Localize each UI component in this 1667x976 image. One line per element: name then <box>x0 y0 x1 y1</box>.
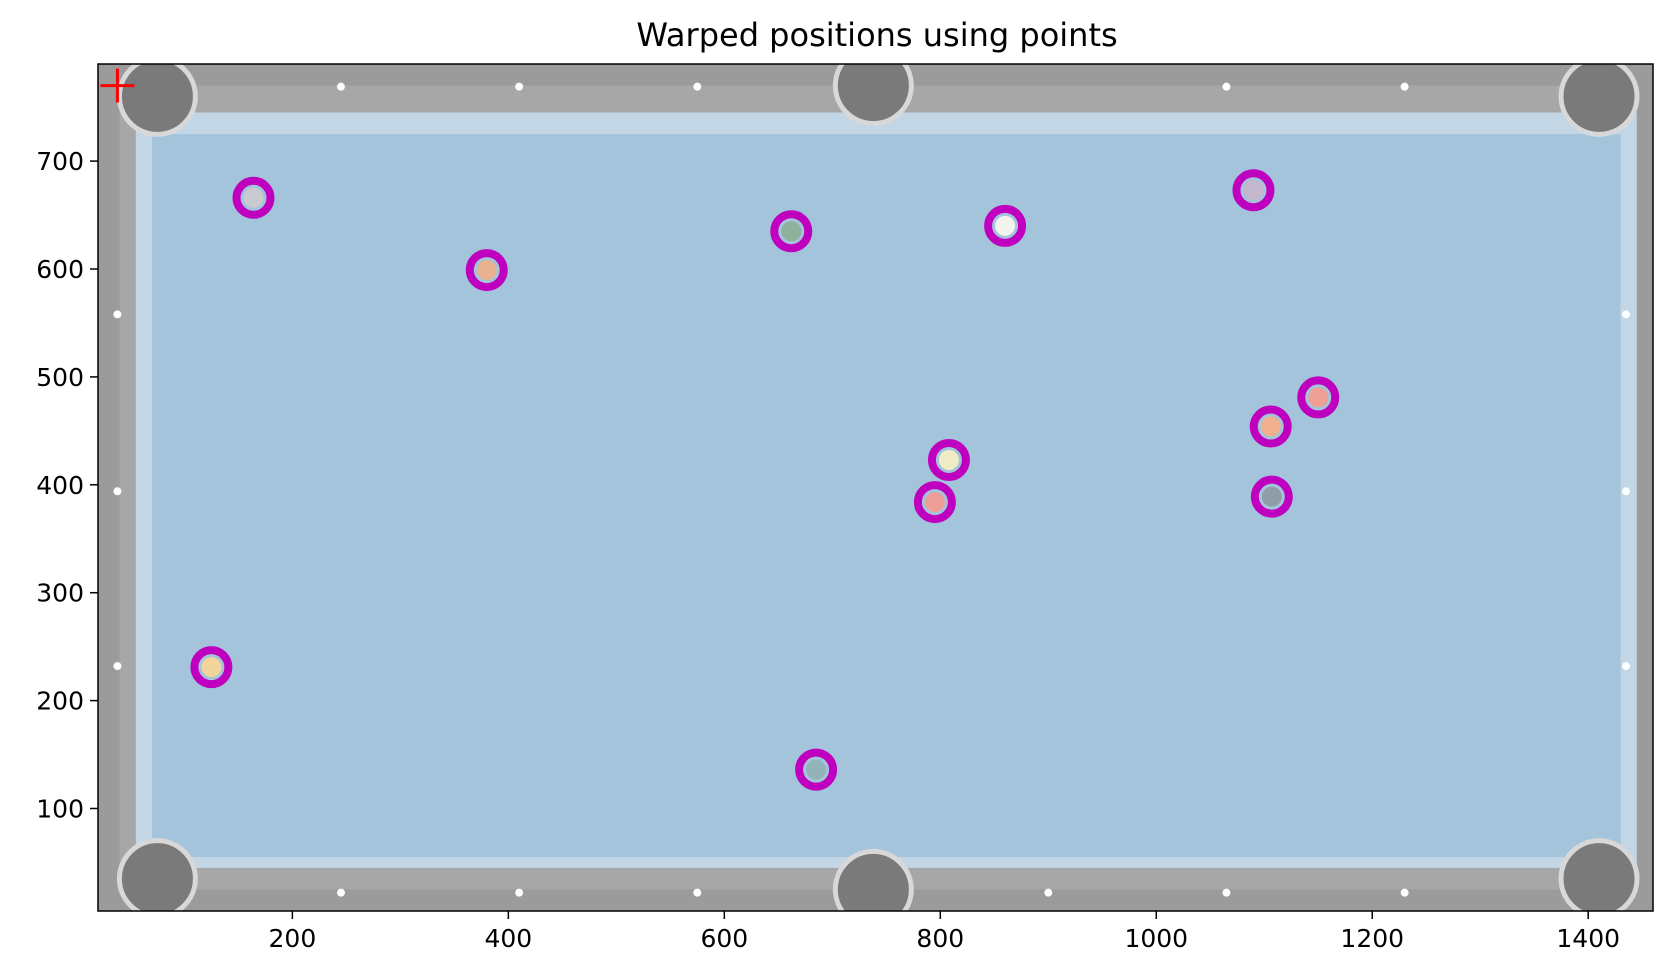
ball <box>806 759 827 780</box>
ball <box>243 187 264 208</box>
rail-diamond <box>113 310 122 319</box>
ball <box>1243 180 1264 201</box>
data-point <box>190 646 233 689</box>
ring-marker <box>927 438 970 481</box>
data-point <box>1250 475 1293 518</box>
table-pocket <box>832 848 914 911</box>
plot-frame <box>97 63 1654 912</box>
rail-diamond <box>693 888 702 897</box>
ball <box>1261 486 1282 507</box>
table-pocket <box>1558 838 1640 911</box>
data-point <box>984 204 1027 247</box>
ring-marker <box>1232 169 1275 212</box>
x-tick-label: 800 <box>916 924 964 953</box>
ball <box>1308 387 1329 408</box>
rail-diamond <box>1400 888 1409 897</box>
ring-marker <box>1297 376 1340 419</box>
rail-diamond <box>1044 888 1053 897</box>
y-tick-label: 400 <box>36 471 84 500</box>
plot-area <box>98 64 1653 911</box>
data-point <box>232 176 275 219</box>
rail-diamond <box>1222 888 1231 897</box>
y-axis: 100 200 300 400 500 600 700 <box>36 147 98 823</box>
x-tick-label: 600 <box>700 924 748 953</box>
pool-table-image <box>98 64 1653 911</box>
data-point <box>913 481 956 524</box>
chart-title: Warped positions using points <box>636 16 1117 54</box>
table-cloth <box>151 134 1621 858</box>
origin-plus-marker <box>100 68 135 103</box>
data-point <box>1232 169 1275 212</box>
y-tick-label: 600 <box>36 255 84 284</box>
ring-marker <box>190 646 233 689</box>
x-tick-label: 1400 <box>1556 924 1620 953</box>
table-pocket <box>116 838 198 911</box>
markers-layer <box>100 68 1340 791</box>
y-tick-label: 500 <box>36 363 84 392</box>
ball <box>1260 416 1281 437</box>
ring-marker <box>465 249 508 292</box>
y-tick-label: 100 <box>36 794 84 823</box>
rail-diamond <box>336 888 345 897</box>
x-tick-label: 200 <box>269 924 317 953</box>
rail-diamond <box>515 82 524 91</box>
ball <box>995 215 1016 236</box>
data-point <box>1249 405 1292 448</box>
ring-marker <box>795 748 838 791</box>
x-tick-label: 1000 <box>1124 924 1188 953</box>
ball <box>781 221 802 242</box>
data-point <box>1297 376 1340 419</box>
rail-diamond <box>1400 82 1409 91</box>
ring-marker <box>1249 405 1292 448</box>
rail-diamond <box>113 487 122 496</box>
data-point <box>770 210 813 253</box>
rail-diamond <box>1622 662 1631 671</box>
ball <box>924 492 945 513</box>
rail-diamond <box>336 82 345 91</box>
y-tick-label: 300 <box>36 579 84 608</box>
table-pocket <box>832 64 914 127</box>
y-tick-label: 200 <box>36 687 84 716</box>
rail-diamond <box>1222 82 1231 91</box>
y-tick-label: 700 <box>36 147 84 176</box>
ball <box>938 449 959 470</box>
ring-marker <box>984 204 1027 247</box>
rail-diamond <box>515 888 524 897</box>
rail-diamond <box>1622 310 1631 319</box>
data-point <box>795 748 838 791</box>
data-point <box>465 249 508 292</box>
rail-diamond <box>113 662 122 671</box>
ring-marker <box>1250 475 1293 518</box>
data-point <box>927 438 970 481</box>
ring-marker <box>913 481 956 524</box>
x-tick-label: 1200 <box>1340 924 1404 953</box>
rail-diamond <box>1622 487 1631 496</box>
x-axis: 200 400 600 800 1000 1200 1400 <box>269 911 1620 953</box>
ball <box>201 657 222 678</box>
ball <box>476 260 497 281</box>
ring-marker <box>770 210 813 253</box>
ring-marker <box>232 176 275 219</box>
table-pocket <box>116 64 198 137</box>
rail-diamond <box>693 82 702 91</box>
x-tick-label: 400 <box>484 924 532 953</box>
table-pocket <box>1558 64 1640 137</box>
